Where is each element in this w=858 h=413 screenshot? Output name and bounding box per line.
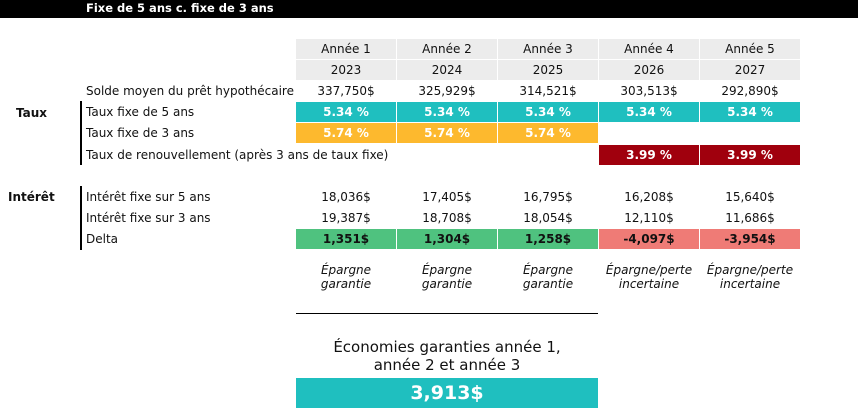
- fixe3-cell: 5.74 %: [498, 123, 598, 143]
- fixe5-cell: 5.34 %: [700, 102, 800, 122]
- note-line: Épargne: [320, 263, 372, 277]
- renouvellement-cell: 3.99 %: [700, 145, 800, 165]
- note-line: garantie: [421, 277, 473, 291]
- solde-cell: 292,890$: [721, 84, 779, 98]
- summary-title: Économies garanties année 1, année 2 et …: [296, 338, 598, 374]
- interet3-cell: 19,387$: [321, 211, 371, 225]
- header-col-3: Année 3: [498, 39, 598, 59]
- year-col-3: 2025: [498, 60, 598, 80]
- header-col-1: Année 1: [296, 39, 396, 59]
- solde-cell: 303,513$: [620, 84, 678, 98]
- note-line: Épargne: [421, 263, 473, 277]
- header-col-5: Année 5: [700, 39, 800, 59]
- note-line: garantie: [320, 277, 372, 291]
- row-label-fixe5: Taux fixe de 5 ans: [86, 105, 195, 119]
- delta-cell: -3,954$: [700, 229, 800, 249]
- fixe5-cell: 5.34 %: [296, 102, 396, 122]
- header-col-4: Année 4: [599, 39, 699, 59]
- interet-divider-line: [80, 186, 82, 250]
- interet5-cell: 15,640$: [725, 190, 775, 204]
- interet5-cell: 17,405$: [422, 190, 472, 204]
- note-line: Épargne/perte: [706, 263, 794, 277]
- note-col-5: Épargne/perte incertaine: [700, 263, 800, 291]
- solde-cell: 314,521$: [519, 84, 577, 98]
- interet5-cell: 16,795$: [523, 190, 573, 204]
- section-taux: Taux: [16, 106, 48, 120]
- delta-cell: 1,351$: [296, 229, 396, 249]
- delta-cell: -4,097$: [599, 229, 699, 249]
- year-col-1: 2023: [296, 60, 396, 80]
- row-label-fixe3: Taux fixe de 3 ans: [86, 126, 195, 140]
- interet3-cell: 11,686$: [725, 211, 775, 225]
- row-label-renouvellement: Taux de renouvellement (après 3 ans de t…: [86, 148, 389, 162]
- summary-line-1: Économies garanties année 1,: [333, 338, 561, 356]
- note-col-3: Épargne garantie: [498, 263, 598, 291]
- note-line: incertaine: [719, 277, 781, 291]
- fixe5-cell: 5.34 %: [498, 102, 598, 122]
- fixe5-cell: 5.34 %: [599, 102, 699, 122]
- year-col-5: 2027: [700, 60, 800, 80]
- interet5-cell: 16,208$: [624, 190, 674, 204]
- fixe5-cell: 5.34 %: [397, 102, 497, 122]
- fixe3-cell: 5.74 %: [296, 123, 396, 143]
- solde-cell: 337,750$: [317, 84, 375, 98]
- year-col-2: 2024: [397, 60, 497, 80]
- note-line: Épargne: [522, 263, 574, 277]
- note-col-2: Épargne garantie: [397, 263, 497, 291]
- interet3-cell: 18,708$: [422, 211, 472, 225]
- row-label-solde: Solde moyen du prêt hypothécaire: [86, 84, 294, 98]
- solde-cell: 325,929$: [418, 84, 476, 98]
- note-line: incertaine: [618, 277, 680, 291]
- title-bar: Fixe de 5 ans c. fixe de 3 ans: [0, 0, 858, 18]
- renouvellement-cell: 3.99 %: [599, 145, 699, 165]
- section-interet: Intérêt: [8, 190, 55, 204]
- header-col-2: Année 2: [397, 39, 497, 59]
- row-label-interet3: Intérêt fixe sur 3 ans: [86, 211, 211, 225]
- note-line: garantie: [522, 277, 574, 291]
- note-col-4: Épargne/perte incertaine: [599, 263, 699, 291]
- row-label-delta: Delta: [86, 232, 119, 246]
- fixe3-cell: 5.74 %: [397, 123, 497, 143]
- year-col-4: 2026: [599, 60, 699, 80]
- summary-total: 3,913$: [296, 378, 598, 408]
- summary-line-2: année 2 et année 3: [373, 356, 521, 374]
- interet3-cell: 18,054$: [523, 211, 573, 225]
- interet5-cell: 18,036$: [321, 190, 371, 204]
- delta-cell: 1,304$: [397, 229, 497, 249]
- note-line: Épargne/perte: [605, 263, 693, 277]
- row-label-interet5: Intérêt fixe sur 5 ans: [86, 190, 211, 204]
- delta-cell: 1,258$: [498, 229, 598, 249]
- summary-divider: [296, 313, 598, 314]
- interet3-cell: 12,110$: [624, 211, 674, 225]
- taux-divider-line: [80, 101, 82, 165]
- page-title: Fixe de 5 ans c. fixe de 3 ans: [86, 1, 274, 15]
- note-col-1: Épargne garantie: [296, 263, 396, 291]
